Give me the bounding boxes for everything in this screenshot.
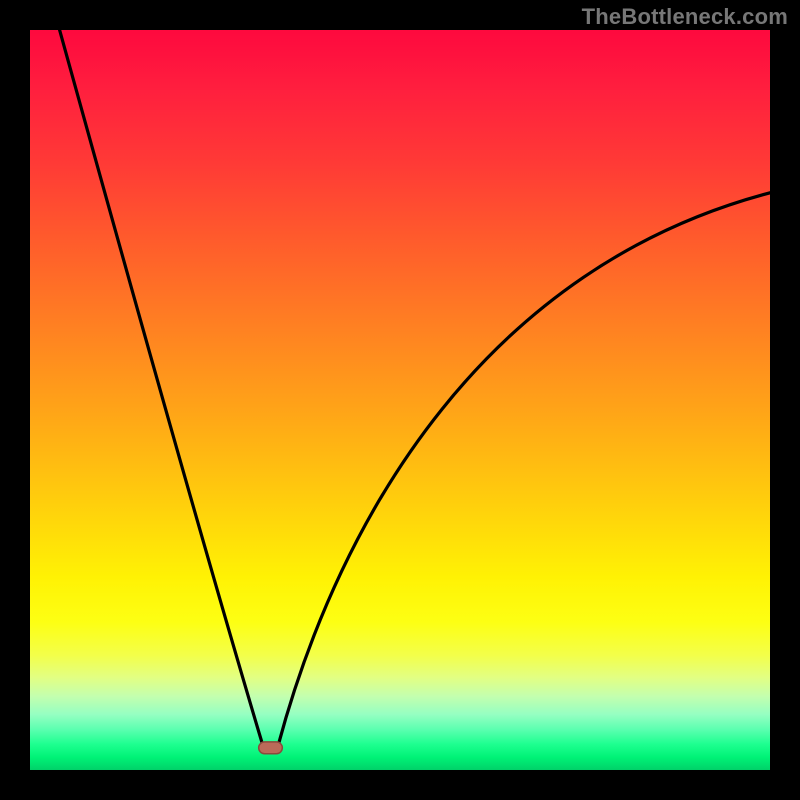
minimum-marker <box>259 742 283 754</box>
gradient-background <box>30 30 770 770</box>
plot-area <box>30 30 770 770</box>
watermark-text: TheBottleneck.com <box>582 4 788 30</box>
chart-frame: TheBottleneck.com <box>0 0 800 800</box>
bottleneck-curve-chart <box>30 30 770 770</box>
